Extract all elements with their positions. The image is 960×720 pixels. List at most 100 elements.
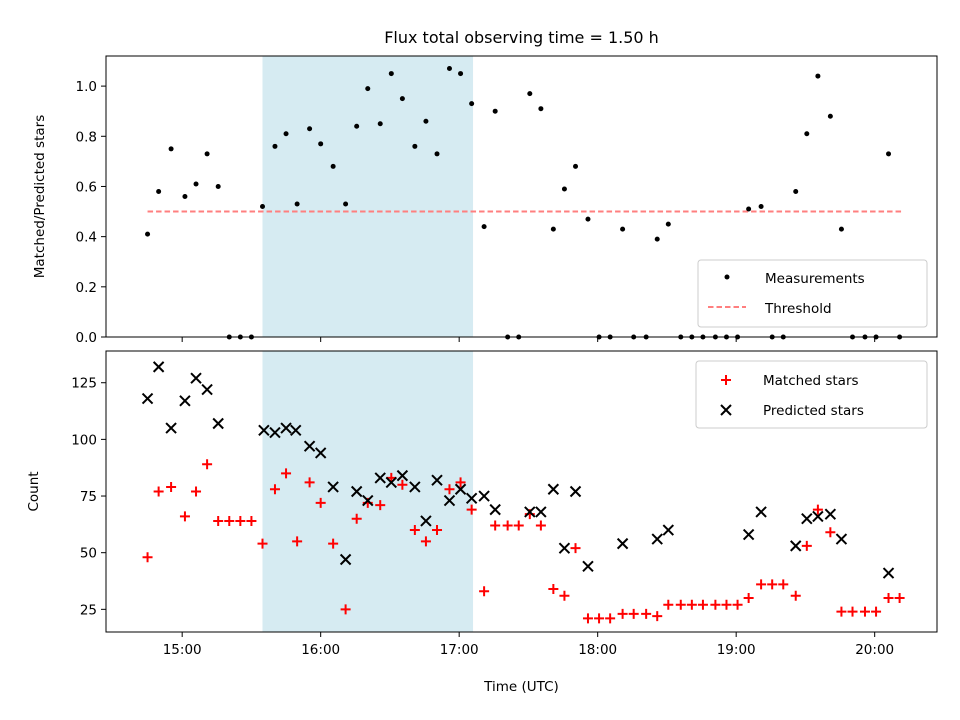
measurement-point bbox=[182, 194, 188, 199]
predicted-star-point bbox=[835, 533, 848, 545]
matched-star-point bbox=[801, 540, 812, 551]
top-axes-frame bbox=[105, 55, 938, 338]
legend-label-threshold: Threshold bbox=[764, 301, 832, 317]
matched-star-point bbox=[605, 613, 616, 624]
measurement-point bbox=[446, 66, 452, 72]
predicted-star-point bbox=[374, 472, 386, 484]
predicted-star-point bbox=[339, 553, 352, 566]
x-axis-label: Time (UTC) bbox=[483, 679, 559, 695]
matched-star-point bbox=[859, 606, 870, 617]
measurement-point bbox=[294, 201, 300, 207]
predicted-star-point bbox=[290, 424, 302, 437]
predicted-star-point bbox=[742, 528, 755, 541]
matched-stars-series bbox=[142, 459, 905, 624]
measurement-point bbox=[377, 121, 383, 127]
predicted-star-point bbox=[212, 417, 224, 430]
predicted-star-point bbox=[443, 494, 456, 507]
matched-star-point bbox=[246, 515, 257, 526]
measurement-point bbox=[585, 216, 591, 222]
bottom-ytick-label: 50 bbox=[80, 546, 97, 562]
legend-marker-predicted bbox=[720, 404, 732, 416]
predicted-star-point bbox=[535, 506, 547, 518]
predicted-star-point bbox=[812, 510, 824, 523]
bottom-highlight-span bbox=[262, 351, 474, 632]
measurement-point bbox=[827, 113, 833, 119]
matched-star-point bbox=[466, 504, 477, 515]
measurement-point bbox=[283, 131, 289, 137]
predicted-star-point bbox=[141, 392, 154, 405]
matched-star-point bbox=[582, 613, 593, 624]
matched-star-point bbox=[432, 525, 443, 536]
predicted-star-point bbox=[152, 361, 165, 373]
predicted-star-point bbox=[755, 506, 767, 518]
matched-star-point bbox=[548, 583, 559, 594]
predicted-star-point bbox=[431, 474, 443, 486]
bottom-xtick-label: 16:00 bbox=[301, 642, 340, 658]
top-xticks bbox=[181, 337, 876, 342]
predicted-star-point bbox=[454, 483, 467, 495]
predicted-star-point bbox=[662, 524, 675, 536]
matched-star-point bbox=[142, 552, 153, 563]
top-ytick-label: 0.2 bbox=[76, 280, 97, 296]
top-y-axis-label: Matched/Predicted stars bbox=[32, 115, 48, 278]
predicted-star-point bbox=[165, 422, 177, 434]
top-yticks: 0.0 0.2 0.4 0.6 0.8 1.0 bbox=[76, 79, 106, 346]
matched-star-point bbox=[697, 599, 708, 610]
bottom-yticks: 25 50 75 100 125 bbox=[71, 376, 106, 618]
matched-star-point bbox=[292, 536, 303, 547]
measurement-point bbox=[838, 226, 844, 232]
matched-star-point bbox=[652, 611, 663, 622]
measurement-point bbox=[886, 151, 892, 157]
matched-star-point bbox=[191, 486, 202, 497]
matched-star-point bbox=[825, 527, 836, 538]
predicted-star-point bbox=[350, 485, 363, 498]
measurement-point bbox=[573, 163, 579, 169]
predicted-star-point bbox=[420, 515, 432, 527]
top-ytick-label: 0.0 bbox=[76, 330, 97, 346]
measurement-point bbox=[193, 181, 199, 187]
matched-star-point bbox=[340, 604, 351, 615]
predicted-star-point bbox=[465, 492, 478, 505]
matched-star-point bbox=[375, 500, 386, 511]
matched-star-point bbox=[213, 515, 224, 526]
measurement-point bbox=[307, 126, 313, 132]
matched-star-point bbox=[812, 504, 823, 515]
measurement-point bbox=[804, 131, 810, 137]
predicted-star-point bbox=[824, 508, 837, 520]
predicted-star-point bbox=[547, 483, 560, 495]
matched-star-point bbox=[756, 579, 767, 590]
top-ytick-label: 0.4 bbox=[76, 230, 97, 246]
matched-star-point bbox=[883, 593, 894, 604]
measurement-point bbox=[330, 163, 336, 169]
matched-star-point bbox=[594, 613, 605, 624]
measurement-point bbox=[434, 151, 440, 157]
matched-star-point bbox=[444, 484, 455, 495]
matched-star-point bbox=[686, 599, 697, 610]
predicted-star-point bbox=[489, 503, 501, 516]
bottom-ytick-label: 25 bbox=[80, 602, 97, 618]
predicted-star-point bbox=[201, 383, 213, 396]
bottom-ytick-label: 100 bbox=[71, 432, 97, 448]
legend-label-matched: Matched stars bbox=[763, 373, 859, 389]
measurement-point bbox=[746, 206, 752, 212]
matched-star-point bbox=[663, 599, 674, 610]
predicted-star-point bbox=[190, 372, 202, 384]
measurement-point bbox=[423, 118, 429, 124]
predicted-star-point bbox=[569, 485, 582, 498]
measurement-point bbox=[550, 226, 556, 232]
legend-marker-matched bbox=[721, 375, 731, 385]
measurement-point bbox=[758, 204, 764, 210]
matched-star-point bbox=[328, 538, 339, 549]
matched-star-point bbox=[351, 513, 362, 524]
predicted-star-point bbox=[269, 426, 281, 439]
matched-star-point bbox=[479, 586, 490, 597]
measurement-point bbox=[215, 183, 221, 189]
matched-star-point bbox=[502, 520, 513, 531]
matched-star-point bbox=[871, 606, 882, 617]
bottom-xtick-label: 19:00 bbox=[717, 642, 756, 658]
matched-star-point bbox=[535, 520, 546, 531]
measurement-point bbox=[412, 143, 418, 149]
matched-star-point bbox=[641, 608, 652, 619]
predicted-star-point bbox=[790, 540, 802, 552]
